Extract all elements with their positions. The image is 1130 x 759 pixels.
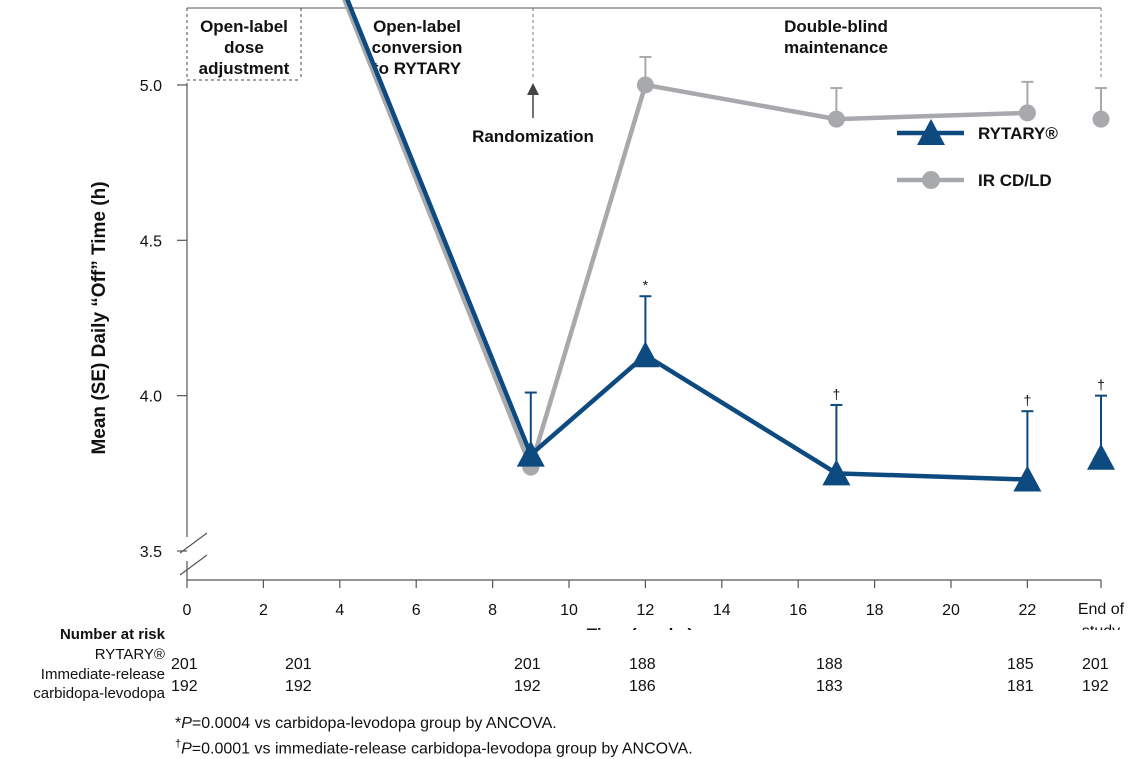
x-tick-label: 4	[335, 602, 344, 619]
point-ir-cd-ld	[1018, 104, 1036, 122]
risk-row-label-ir-1: Immediate-release	[40, 666, 165, 683]
y-tick-label: 4.5	[140, 233, 162, 250]
phase-headers: Open-label dose adjustment Open-label conver…	[186, 7, 1102, 146]
footnote-2: †P=0.0001 vs immediate-release carbidopa…	[175, 738, 693, 758]
risk-value: 201	[514, 656, 541, 673]
point-rytary	[1087, 443, 1115, 470]
phase-label: dose	[224, 38, 264, 57]
risk-value: 186	[629, 678, 656, 695]
axes: 3.54.04.55.05.56.06.50246810121416182022…	[89, 78, 1125, 630]
significance-mark: †	[833, 386, 841, 402]
randomization-label: Randomization	[472, 127, 594, 146]
phase-label: adjustment	[199, 59, 290, 78]
x-tick-label: 14	[713, 602, 731, 619]
phase-label: to RYTARY	[373, 59, 462, 78]
x-tick-label: 0	[183, 602, 192, 619]
legend-marker-rytary	[917, 119, 945, 145]
x-tick-label: 16	[789, 602, 807, 619]
risk-value: 188	[816, 656, 843, 673]
point-ir-cd-ld	[636, 76, 654, 94]
risk-value: 201	[1082, 656, 1109, 673]
phase-label: maintenance	[784, 38, 888, 57]
footnote-1-text: =0.0004 vs carbidopa-levodopa group by A…	[191, 715, 557, 732]
point-rytary	[516, 440, 545, 467]
data-series: * † † †	[342, 0, 1115, 492]
series-line-ir-cd-ld	[342, 0, 1028, 470]
footnote-2-text: =0.0001 vs immediate-release carbidopa-l…	[191, 740, 693, 758]
risk-value: 192	[285, 678, 312, 695]
x-tick-label-end-2: study	[1082, 623, 1120, 630]
significance-mark: †	[1097, 377, 1105, 393]
risk-value: 192	[171, 678, 198, 695]
chart: Open-label dose adjustment Open-label conver…	[89, 0, 1125, 630]
footnote-2-symbol: †	[175, 738, 182, 750]
significance-mark: †	[1024, 392, 1032, 408]
x-tick-label: 18	[866, 602, 884, 619]
x-axis-title: Time (weeks)	[587, 625, 693, 630]
footnote-2-p: P	[181, 740, 192, 758]
point-rytary	[1013, 465, 1042, 492]
risk-table-title: Number at risk	[59, 626, 165, 643]
x-tick-label: 8	[488, 602, 497, 619]
footnote-1-p: P	[181, 715, 192, 732]
phase-label: Open-label	[373, 17, 461, 36]
x-tick-label: 12	[637, 602, 655, 619]
axis-break-mark	[179, 532, 208, 554]
y-tick-label: 4.0	[140, 389, 162, 406]
risk-value: 188	[629, 656, 656, 673]
legend-marker-ir-cd-ld	[922, 171, 940, 189]
risk-value: 183	[816, 678, 843, 695]
x-tick-label: 2	[259, 602, 268, 619]
point-rytary	[631, 341, 660, 368]
point-ir-cd-ld	[827, 110, 845, 128]
significance-mark: *	[643, 277, 649, 293]
legend-label-rytary: RYTARY®	[978, 124, 1058, 143]
footnote-1: *P=0.0004 vs carbidopa-levodopa group by…	[175, 715, 557, 733]
randomization-arrow-head	[527, 83, 539, 95]
x-tick-label: 22	[1019, 602, 1037, 619]
footnote-1-symbol: *	[175, 715, 182, 732]
y-tick-label: 3.5	[140, 544, 162, 561]
y-tick-label: 5.0	[140, 78, 162, 95]
phase-label: Double-blind	[784, 17, 888, 36]
phase-label: Open-label	[200, 17, 288, 36]
point-rytary	[822, 459, 851, 486]
risk-value: 192	[1082, 678, 1109, 695]
point-ir-cd-ld	[1092, 110, 1110, 128]
phase-label: conversion	[372, 38, 463, 57]
x-tick-label-end-1: End of	[1078, 601, 1125, 618]
y-axis-title: Mean (SE) Daily “Off” Time (h)	[89, 181, 110, 454]
x-tick-label: 20	[942, 602, 960, 619]
x-tick-label: 10	[560, 602, 578, 619]
series-line-rytary	[345, 0, 1028, 482]
legend: RYTARY® IR CD/LD	[897, 119, 1058, 190]
risk-value: 192	[514, 678, 541, 695]
risk-row-label-rytary: RYTARY®	[94, 646, 165, 663]
x-tick-label: 6	[412, 602, 421, 619]
legend-label-ir-cd-ld: IR CD/LD	[978, 171, 1052, 190]
risk-value: 185	[1007, 656, 1034, 673]
risk-value: 181	[1007, 678, 1034, 695]
risk-row-label-ir-2: carbidopa-levodopa	[33, 685, 165, 702]
axis-break-mark	[179, 554, 208, 576]
risk-value: 201	[285, 656, 312, 673]
risk-value: 201	[171, 656, 198, 673]
